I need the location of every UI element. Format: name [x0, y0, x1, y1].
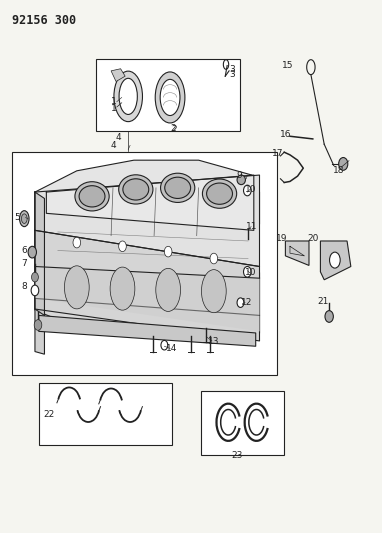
Text: 14: 14 — [166, 344, 178, 353]
Text: 2: 2 — [171, 125, 177, 134]
Ellipse shape — [160, 79, 180, 116]
Text: 19: 19 — [275, 235, 287, 244]
Bar — [96, 59, 241, 131]
Ellipse shape — [155, 72, 185, 123]
Ellipse shape — [156, 268, 181, 311]
Text: 8: 8 — [21, 282, 27, 291]
Polygon shape — [111, 69, 125, 82]
Circle shape — [119, 241, 126, 252]
Ellipse shape — [160, 173, 195, 203]
Text: 12: 12 — [241, 298, 252, 307]
Text: 4: 4 — [115, 133, 121, 142]
Ellipse shape — [207, 183, 233, 204]
Circle shape — [210, 253, 218, 264]
Text: 16: 16 — [280, 130, 291, 139]
Polygon shape — [35, 266, 259, 332]
Ellipse shape — [110, 267, 135, 310]
Text: 5: 5 — [14, 213, 19, 222]
Circle shape — [32, 272, 38, 282]
Text: 17: 17 — [272, 149, 283, 158]
Text: 1: 1 — [111, 104, 117, 113]
Text: 15: 15 — [282, 61, 294, 70]
Text: 22: 22 — [44, 410, 55, 419]
Ellipse shape — [21, 214, 27, 223]
Ellipse shape — [114, 71, 142, 122]
Ellipse shape — [119, 175, 153, 204]
Ellipse shape — [330, 252, 340, 268]
Circle shape — [243, 266, 251, 277]
Polygon shape — [39, 316, 256, 346]
Text: 20: 20 — [307, 235, 319, 244]
Text: 4: 4 — [110, 141, 116, 150]
Polygon shape — [35, 230, 259, 341]
Text: 3: 3 — [229, 70, 235, 78]
Circle shape — [28, 246, 36, 258]
Bar — [39, 383, 172, 445]
Text: 10: 10 — [245, 185, 256, 194]
Text: 18: 18 — [333, 166, 345, 175]
Circle shape — [161, 341, 168, 350]
Polygon shape — [35, 175, 259, 266]
Circle shape — [237, 298, 244, 308]
Bar — [201, 391, 284, 455]
Polygon shape — [285, 241, 309, 265]
Ellipse shape — [165, 177, 191, 198]
Polygon shape — [320, 241, 351, 280]
Text: 7: 7 — [21, 260, 27, 268]
Text: 23: 23 — [231, 451, 242, 460]
Ellipse shape — [119, 78, 138, 115]
Circle shape — [73, 237, 81, 248]
Text: 13: 13 — [208, 337, 220, 346]
Text: 1: 1 — [111, 97, 117, 106]
Text: 11: 11 — [246, 222, 257, 231]
Ellipse shape — [123, 179, 149, 200]
Polygon shape — [35, 192, 44, 316]
Circle shape — [164, 246, 172, 257]
Polygon shape — [35, 192, 44, 354]
Polygon shape — [46, 175, 254, 230]
Circle shape — [31, 285, 39, 296]
Ellipse shape — [202, 179, 237, 208]
Polygon shape — [35, 230, 259, 340]
Text: 6: 6 — [21, 246, 27, 255]
Text: 9: 9 — [237, 171, 243, 180]
Text: 2: 2 — [170, 124, 176, 133]
Ellipse shape — [201, 270, 226, 313]
Text: 3: 3 — [229, 66, 235, 74]
Ellipse shape — [19, 211, 29, 227]
Circle shape — [243, 185, 251, 196]
Bar — [12, 152, 277, 375]
Ellipse shape — [65, 266, 89, 309]
Ellipse shape — [237, 175, 245, 184]
Circle shape — [339, 158, 348, 170]
Polygon shape — [35, 160, 259, 251]
Text: 10: 10 — [245, 269, 256, 277]
Circle shape — [34, 320, 42, 330]
Ellipse shape — [79, 185, 105, 207]
Ellipse shape — [75, 182, 109, 211]
Text: 92156 300: 92156 300 — [12, 14, 76, 27]
Circle shape — [325, 311, 333, 322]
Text: 21: 21 — [318, 296, 329, 305]
